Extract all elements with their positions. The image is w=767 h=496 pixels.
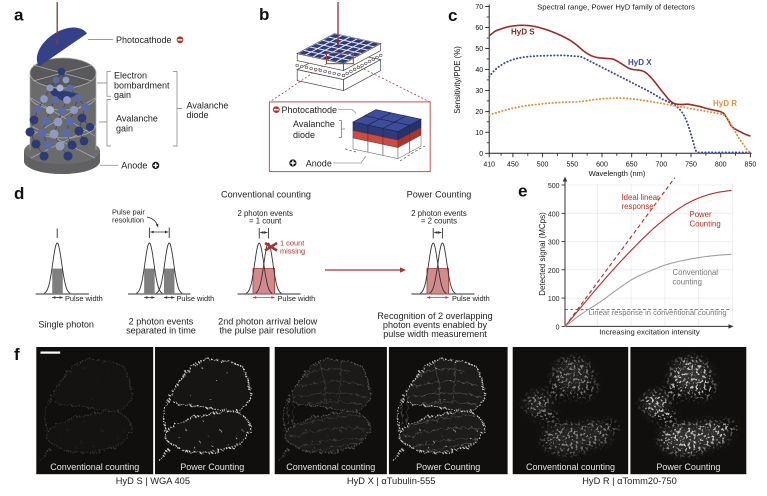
svg-text:2 photon events: 2 photon events <box>411 209 467 218</box>
svg-text:450: 450 <box>507 161 519 168</box>
svg-text:Conventional: Conventional <box>673 268 719 277</box>
svg-text:500: 500 <box>548 183 560 190</box>
svg-text:counting: counting <box>673 278 702 287</box>
svg-text:= 1 count: = 1 count <box>249 217 282 226</box>
svg-text:bombardment: bombardment <box>114 80 170 90</box>
svg-text:200: 200 <box>548 268 560 275</box>
svg-text:20: 20 <box>475 109 483 116</box>
svg-text:HyD X | αTubulin-555: HyD X | αTubulin-555 <box>347 476 436 486</box>
svg-text:missing: missing <box>280 247 305 256</box>
svg-text:d: d <box>14 184 24 203</box>
svg-text:Power Counting: Power Counting <box>416 462 480 472</box>
svg-text:10: 10 <box>475 130 483 137</box>
svg-text:1 count: 1 count <box>280 239 304 248</box>
svg-text:Linear response in conventiona: Linear response in conventional counting <box>589 308 727 317</box>
svg-text:Increasing excitation intensit: Increasing excitation intensity <box>599 328 700 337</box>
svg-text:60: 60 <box>475 25 483 32</box>
svg-text:500: 500 <box>537 161 549 168</box>
svg-text:Recognition of 2 overlapping: Recognition of 2 overlapping <box>377 311 492 321</box>
svg-text:resolution: resolution <box>112 216 144 225</box>
svg-text:e: e <box>518 182 527 201</box>
svg-text:diode: diode <box>187 110 209 120</box>
svg-text:Sensitivity/PDE (%): Sensitivity/PDE (%) <box>453 46 462 114</box>
svg-text:gain: gain <box>116 123 133 133</box>
svg-text:850: 850 <box>745 161 757 168</box>
svg-text:70: 70 <box>475 4 483 11</box>
svg-text:a: a <box>14 6 24 25</box>
svg-text:400: 400 <box>548 211 560 218</box>
svg-text:700: 700 <box>655 161 667 168</box>
svg-text:the pulse pair resolution: the pulse pair resolution <box>219 326 316 336</box>
svg-text:Electron: Electron <box>114 71 147 81</box>
svg-text:response: response <box>622 202 654 211</box>
svg-text:Conventional counting: Conventional counting <box>526 462 615 472</box>
svg-text:Pulse width: Pulse width <box>278 294 316 303</box>
svg-text:Conventional counting: Conventional counting <box>50 462 139 472</box>
svg-text:Pulse width: Pulse width <box>177 294 215 303</box>
svg-text:HyD X: HyD X <box>628 58 652 67</box>
svg-text:600: 600 <box>596 161 608 168</box>
svg-text:Power Counting: Power Counting <box>656 462 720 472</box>
svg-text:Pulse width: Pulse width <box>65 294 103 303</box>
svg-text:Pulse width: Pulse width <box>452 294 490 303</box>
svg-text:Power Counting: Power Counting <box>407 190 472 200</box>
svg-text:f: f <box>14 345 20 364</box>
svg-text:100: 100 <box>548 296 560 303</box>
svg-text:750: 750 <box>685 161 697 168</box>
svg-text:40: 40 <box>475 67 483 74</box>
svg-text:0: 0 <box>556 324 560 331</box>
svg-text:c: c <box>448 6 457 25</box>
svg-text:Single photon: Single photon <box>38 320 94 330</box>
svg-text:Avalanche: Avalanche <box>187 100 229 110</box>
svg-text:2 photon events: 2 photon events <box>237 209 293 218</box>
svg-text:300: 300 <box>548 240 560 247</box>
svg-text:Wavelength (nm): Wavelength (nm) <box>589 169 646 178</box>
svg-text:Detected signal (MCps): Detected signal (MCps) <box>538 212 547 296</box>
svg-text:Conventional counting: Conventional counting <box>221 190 311 200</box>
svg-text:Power: Power <box>690 210 713 219</box>
svg-text:50: 50 <box>475 46 483 53</box>
svg-text:2 photon events: 2 photon events <box>129 317 194 327</box>
svg-text:Avalanche: Avalanche <box>116 114 158 124</box>
svg-text:Counting: Counting <box>690 220 721 229</box>
svg-text:separated in time: separated in time <box>126 326 196 336</box>
svg-text:800: 800 <box>715 161 727 168</box>
svg-text:Spectral range, Power HyD fami: Spectral range, Power HyD family of dete… <box>537 3 695 12</box>
svg-text:Photocathode: Photocathode <box>116 35 172 45</box>
svg-text:b: b <box>259 5 269 24</box>
svg-text:Ideal linear: Ideal linear <box>622 193 661 202</box>
svg-text:0: 0 <box>479 151 483 158</box>
svg-text:diode: diode <box>293 130 315 140</box>
svg-text:HyD R | αTomm20-750: HyD R | αTomm20-750 <box>582 476 677 486</box>
svg-text:2nd photon arrival below: 2nd photon arrival below <box>218 317 318 327</box>
svg-text:Anode: Anode <box>121 161 147 171</box>
svg-text:550: 550 <box>566 161 578 168</box>
svg-text:Photocathode: Photocathode <box>282 105 338 115</box>
svg-text:pulse width measurement: pulse width measurement <box>383 329 487 339</box>
svg-text:HyD S | WGA 405: HyD S | WGA 405 <box>116 476 190 486</box>
svg-text:650: 650 <box>626 161 638 168</box>
svg-text:= 2 counts: = 2 counts <box>421 217 457 226</box>
svg-text:Pulse pair: Pulse pair <box>112 208 145 217</box>
svg-text:HyD S: HyD S <box>511 28 535 37</box>
svg-text:Power Counting: Power Counting <box>180 462 244 472</box>
svg-text:Conventional counting: Conventional counting <box>286 462 375 472</box>
svg-text:Avalanche: Avalanche <box>293 119 335 129</box>
svg-text:gain: gain <box>114 90 131 100</box>
svg-text:30: 30 <box>475 88 483 95</box>
svg-text:410: 410 <box>483 161 495 168</box>
svg-text:Anode: Anode <box>306 159 332 169</box>
svg-text:photon events enabled by: photon events enabled by <box>383 320 488 330</box>
svg-text:HyD R: HyD R <box>713 99 737 108</box>
